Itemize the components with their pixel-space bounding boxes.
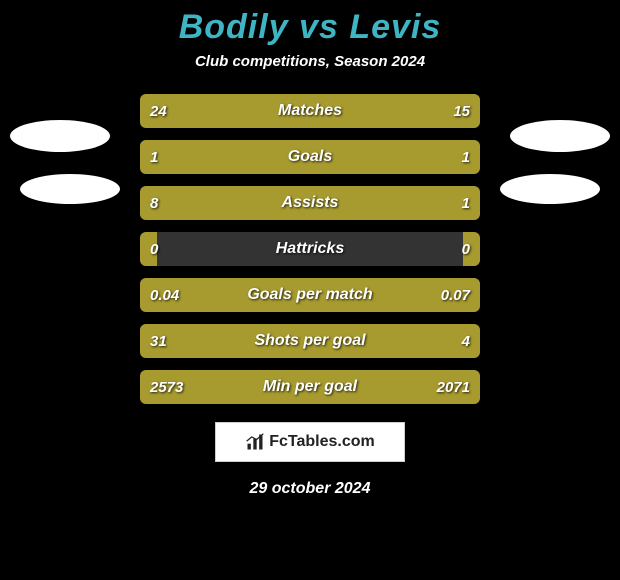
stat-value-right: 15 (453, 94, 470, 128)
stat-row: 0 0Hattricks (140, 232, 480, 266)
stat-row: 2415Matches (140, 94, 480, 128)
stat-row: 25732071Min per goal (140, 370, 480, 404)
stat-value-right: 0 (462, 232, 470, 266)
bar-right (310, 140, 480, 174)
bar-left (140, 186, 442, 220)
stats-rows: 2415Matches11Goals81Assists00Hattricks0.… (140, 94, 480, 404)
bar-chart-icon (245, 432, 265, 452)
stat-value-left: 0 (150, 232, 158, 266)
stat-value-left: 1 (150, 140, 158, 174)
bar-right (441, 324, 480, 358)
bar-left (140, 94, 349, 128)
stat-value-left: 2573 (150, 370, 183, 404)
stat-row: 314Shots per goal (140, 324, 480, 358)
bar-left (140, 324, 441, 358)
chart-date: 29 october 2024 (250, 480, 371, 498)
decorative-ellipse (510, 120, 610, 152)
chart-title: Bodily vs Levis (179, 8, 442, 47)
stat-value-left: 24 (150, 94, 167, 128)
decorative-ellipse (20, 174, 120, 204)
stat-value-right: 0.07 (441, 278, 470, 312)
stat-value-right: 1 (462, 186, 470, 220)
decorative-ellipse (500, 174, 600, 204)
stat-value-right: 2071 (437, 370, 470, 404)
bar-left (140, 140, 310, 174)
stat-label: Hattricks (140, 232, 480, 266)
stat-value-left: 8 (150, 186, 158, 220)
stat-value-right: 1 (462, 140, 470, 174)
watermark-text: FcTables.com (269, 433, 375, 451)
chart-subtitle: Club competitions, Season 2024 (195, 53, 425, 70)
stat-value-left: 31 (150, 324, 167, 358)
comparison-chart: Bodily vs Levis Club competitions, Seaso… (0, 0, 620, 580)
decorative-ellipse (10, 120, 110, 152)
stat-row: 0.040.07Goals per match (140, 278, 480, 312)
stat-row: 81Assists (140, 186, 480, 220)
watermark: FcTables.com (215, 422, 405, 462)
stat-row: 11Goals (140, 140, 480, 174)
stat-value-left: 0.04 (150, 278, 179, 312)
stat-value-right: 4 (462, 324, 470, 358)
